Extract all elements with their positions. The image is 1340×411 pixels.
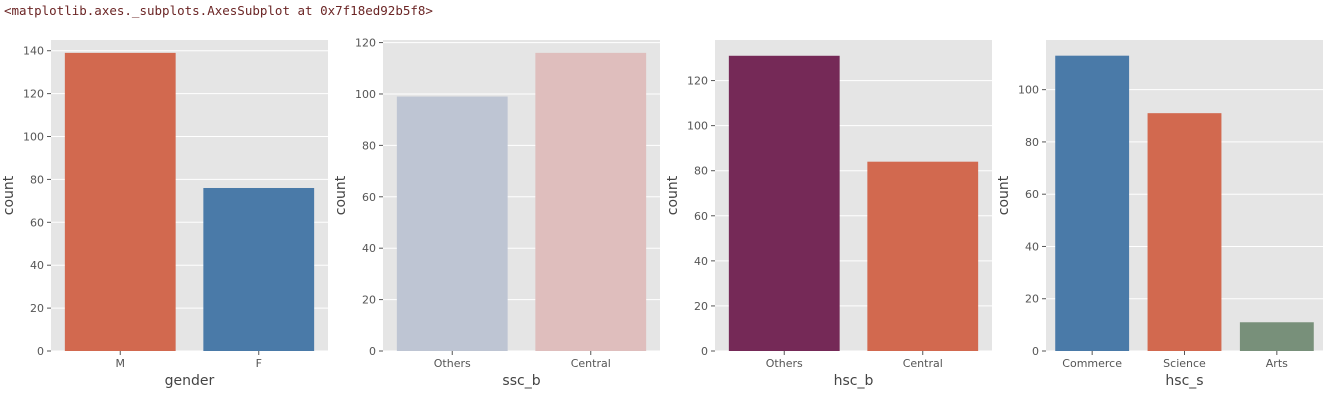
subplot-ssc-b: 0 20 40 60 80 100 120 Others Central ssc_b count — [333, 37, 660, 389]
y-tick-label: 80 — [694, 165, 708, 178]
y-tick-label: 0 — [37, 345, 44, 358]
x-tick-label: Others — [434, 357, 471, 370]
bar-m — [64, 52, 176, 352]
y-tick-label: 0 — [369, 345, 376, 358]
y-tick-label: 100 — [1018, 84, 1039, 97]
y-tick-label: 140 — [23, 45, 44, 58]
y-tick-label: 40 — [694, 255, 708, 268]
y-tick-label: 0 — [1032, 345, 1039, 358]
x-tick-label: Central — [571, 357, 611, 370]
x-tick-label: Arts — [1266, 357, 1288, 370]
x-tick-label: Others — [766, 357, 803, 370]
y-axis-label: count — [996, 175, 1012, 215]
x-tick-label: M — [116, 357, 126, 370]
y-tick-label: 80 — [1025, 136, 1039, 149]
y-axis-label: count — [1, 175, 17, 215]
y-tick-label: 120 — [687, 75, 708, 88]
y-tick-label: 120 — [355, 37, 376, 50]
y-tick-label: 40 — [1025, 240, 1039, 253]
y-tick-label: 20 — [30, 302, 44, 315]
y-tick-label: 60 — [694, 210, 708, 223]
subplot-hsc-s: 0 20 40 60 80 100 Commerce Science Arts hsc_s coun… — [996, 40, 1323, 389]
y-tick-label: 100 — [23, 131, 44, 144]
bar-f — [203, 187, 315, 351]
y-tick-label: 60 — [362, 191, 376, 204]
bar-arts — [1239, 322, 1314, 351]
bar-science — [1147, 113, 1222, 351]
x-tick-label: Science — [1163, 357, 1206, 370]
y-tick-label: 80 — [30, 173, 44, 186]
x-tick-label: F — [256, 357, 262, 370]
x-tick-label: Central — [903, 357, 943, 370]
x-axis-label: ssc_b — [502, 373, 540, 389]
y-tick-label: 60 — [30, 216, 44, 229]
y-tick-label: 0 — [701, 345, 708, 358]
bar-central — [867, 161, 979, 351]
y-tick-label: 80 — [362, 139, 376, 152]
y-tick-label: 20 — [362, 294, 376, 307]
y-axis-label: count — [665, 175, 681, 215]
x-axis-label: gender — [165, 373, 215, 389]
x-axis-label: hsc_b — [834, 373, 874, 389]
y-tick-label: 20 — [1025, 293, 1039, 306]
y-tick-label: 120 — [23, 88, 44, 101]
y-tick-label: 20 — [694, 300, 708, 313]
output-repr-text: <matplotlib.axes._subplots.AxesSubplot a… — [4, 3, 433, 18]
bar-commerce — [1055, 55, 1130, 352]
subplot-hsc-b: 0 20 40 60 80 100 120 Others Central hsc_b count — [665, 40, 992, 389]
x-axis-label: hsc_s — [1165, 373, 1203, 389]
y-axis-label: count — [333, 175, 349, 215]
y-tick-label: 40 — [362, 242, 376, 255]
y-tick-label: 60 — [1025, 188, 1039, 201]
bar-others — [728, 55, 840, 352]
bar-central — [535, 52, 647, 352]
y-tick-label: 40 — [30, 259, 44, 272]
y-tick-label: 100 — [355, 88, 376, 101]
y-tick-label: 100 — [687, 120, 708, 133]
x-tick-label: Commerce — [1062, 357, 1122, 370]
bar-others — [396, 96, 508, 351]
